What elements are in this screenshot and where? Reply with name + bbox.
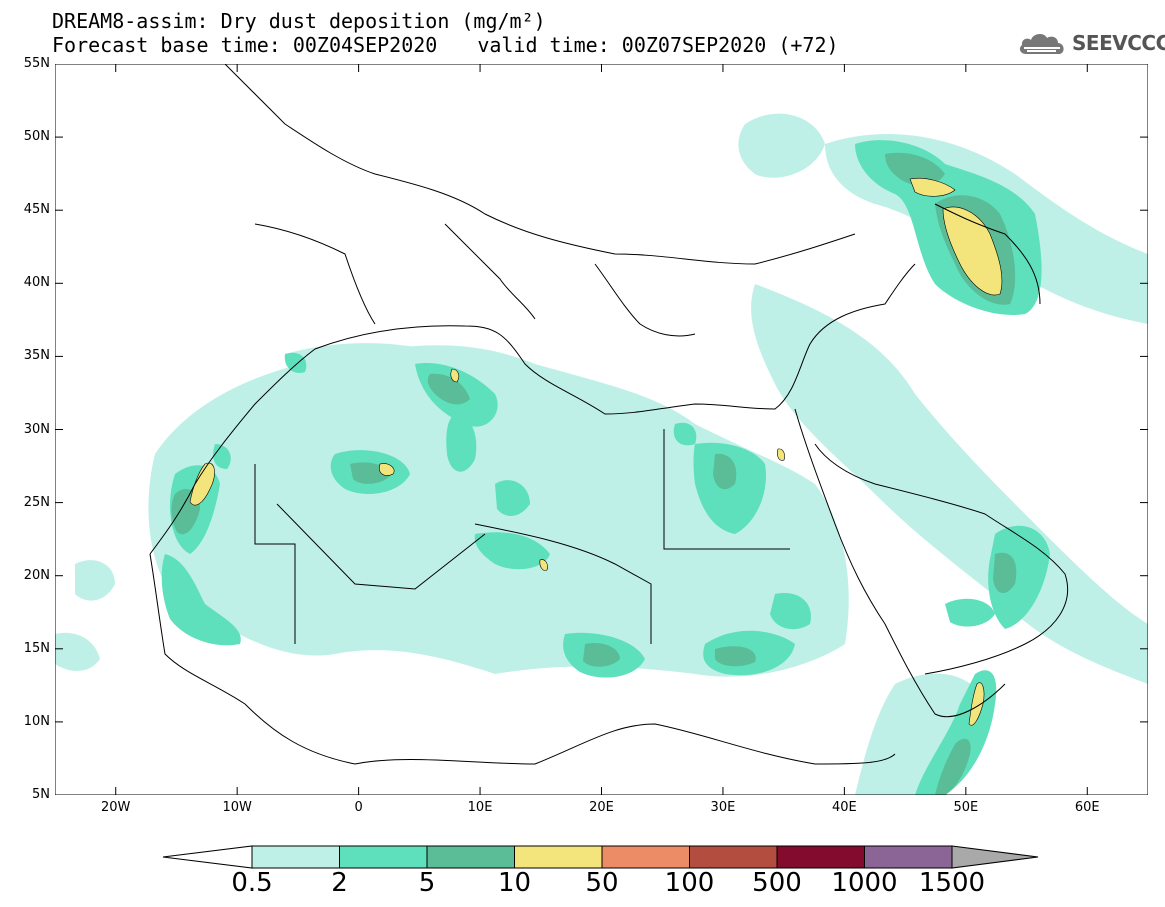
lon-label: 20W xyxy=(101,800,131,815)
lon-label: 60E xyxy=(1074,800,1100,815)
colorbar-box xyxy=(514,845,603,869)
lon-label: 40E xyxy=(831,800,857,815)
valid-time: valid time: 00Z07SEP2020 (+72) xyxy=(477,33,839,57)
lon-label: 50E xyxy=(953,800,979,815)
lon-label: 10E xyxy=(467,800,493,815)
map-area xyxy=(55,64,1148,795)
deposition-0.5-2-areas xyxy=(55,113,1148,795)
lat-label: 5N xyxy=(32,787,50,802)
logo-text: SEEVCCC xyxy=(1072,31,1165,55)
colorbar-box xyxy=(864,845,953,869)
colorbar-label: 10 xyxy=(497,868,532,898)
colorbar-label: 100 xyxy=(664,868,715,898)
lat-label: 45N xyxy=(23,202,50,218)
colorbar-box xyxy=(426,845,515,869)
axis-ticks xyxy=(55,64,1148,795)
colorbar-box xyxy=(601,845,690,869)
lat-label: 25N xyxy=(23,494,50,510)
lat-label: 35N xyxy=(23,348,50,364)
colorbar-boxes xyxy=(251,845,953,869)
lat-label: 50N xyxy=(23,129,50,145)
colorbar-box xyxy=(251,845,340,869)
deposition-2-5-areas xyxy=(161,140,1050,795)
colorbar-under-arrow xyxy=(162,845,253,869)
dust-deposition-map xyxy=(55,64,1148,795)
coastlines-and-borders xyxy=(149,64,1069,765)
lat-label: 10N xyxy=(23,713,50,729)
seevccc-logo: SEEVCCC xyxy=(1018,26,1165,60)
base-time: Forecast base time: 00Z04SEP2020 xyxy=(52,33,438,57)
lat-label: 40N xyxy=(23,275,50,291)
colorbar-box xyxy=(689,845,778,869)
lon-label: 30E xyxy=(710,800,736,815)
colorbar-box xyxy=(776,845,865,869)
cloud-icon xyxy=(1019,34,1064,54)
map-title: DREAM8-assim: Dry dust deposition (mg/m²… xyxy=(52,9,546,33)
deposition-10-50-areas xyxy=(189,177,1003,726)
colorbar-over-arrow xyxy=(951,845,1039,869)
lon-label: 0 xyxy=(354,800,363,815)
lat-label: 55N xyxy=(23,56,50,71)
colorbar-label: 1500 xyxy=(918,868,986,898)
colorbar-label: 50 xyxy=(585,868,619,898)
colorbar-label: 500 xyxy=(752,868,802,898)
colorbar-label: 5 xyxy=(418,868,436,898)
colorbar-label: 2 xyxy=(331,868,348,898)
lon-label: 20E xyxy=(589,800,614,815)
lat-label: 15N xyxy=(23,640,50,656)
map-subtitle: Forecast base time: 00Z04SEP2020 valid ti… xyxy=(52,34,839,56)
colorbar-label: 1000 xyxy=(831,868,898,898)
lat-label: 20N xyxy=(23,567,50,583)
lat-label: 30N xyxy=(23,421,50,437)
colorbar-box xyxy=(339,845,428,869)
lon-label: 10W xyxy=(222,800,252,815)
colorbar-label: 0.5 xyxy=(231,868,273,898)
